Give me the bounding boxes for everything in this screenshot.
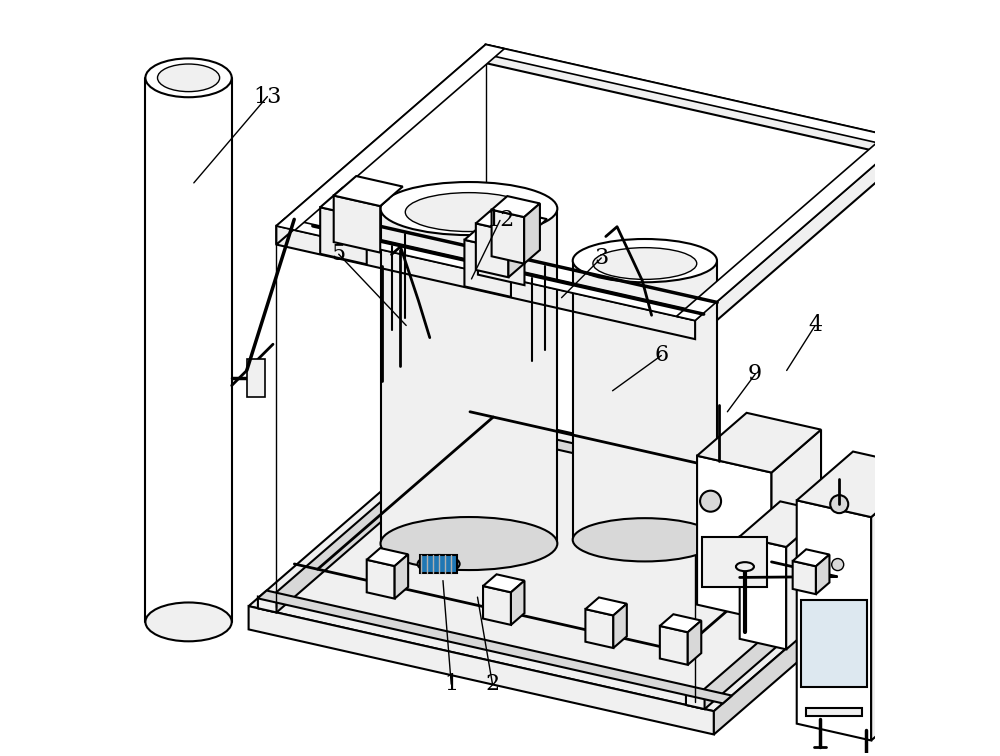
Ellipse shape [593,248,697,280]
Ellipse shape [405,193,533,231]
Polygon shape [613,604,627,648]
Bar [702,537,767,587]
Polygon shape [871,469,927,740]
Polygon shape [793,550,829,566]
Ellipse shape [573,518,717,562]
Polygon shape [573,261,717,540]
Polygon shape [660,626,688,665]
Polygon shape [483,586,511,625]
Ellipse shape [736,562,754,572]
Ellipse shape [157,64,220,91]
Polygon shape [334,196,380,253]
Polygon shape [367,548,408,566]
Polygon shape [793,561,816,594]
Text: 9: 9 [748,363,762,386]
Polygon shape [334,176,403,206]
Ellipse shape [381,517,557,570]
Polygon shape [258,590,732,703]
Polygon shape [660,614,701,632]
Polygon shape [524,203,540,264]
Polygon shape [697,456,772,621]
Text: 4: 4 [808,314,822,336]
Polygon shape [381,209,557,544]
Polygon shape [367,559,395,599]
Polygon shape [276,45,504,230]
Polygon shape [249,606,714,735]
Polygon shape [686,693,705,709]
Polygon shape [695,139,904,339]
Text: 1: 1 [444,673,458,696]
Polygon shape [464,240,511,297]
Polygon shape [276,218,704,321]
Ellipse shape [418,555,460,573]
Polygon shape [276,45,486,245]
Text: 3: 3 [594,247,608,269]
Text: 12: 12 [486,209,514,231]
Polygon shape [786,512,827,649]
Polygon shape [478,228,524,285]
Polygon shape [688,621,701,665]
Polygon shape [486,45,904,158]
Polygon shape [740,537,786,649]
Polygon shape [464,220,533,250]
Polygon shape [320,207,367,265]
Polygon shape [714,516,939,735]
Bar [247,359,265,397]
Bar [806,708,862,717]
Text: 5: 5 [332,243,346,265]
Polygon shape [483,575,524,593]
Polygon shape [320,187,389,218]
Polygon shape [492,196,540,217]
Polygon shape [476,224,508,277]
Polygon shape [585,609,613,648]
Ellipse shape [832,559,844,571]
Ellipse shape [381,182,557,235]
Polygon shape [816,555,829,594]
Polygon shape [492,209,524,264]
Polygon shape [477,45,904,147]
Polygon shape [585,597,627,615]
Polygon shape [677,135,904,321]
Polygon shape [249,411,939,711]
Text: 13: 13 [253,85,282,107]
Polygon shape [258,413,502,612]
Polygon shape [476,209,524,231]
Ellipse shape [700,491,721,512]
Polygon shape [395,554,408,599]
Polygon shape [686,510,930,709]
Bar [801,600,867,687]
Text: 6: 6 [654,345,668,367]
Polygon shape [797,451,927,517]
Polygon shape [276,226,695,339]
Ellipse shape [503,593,524,606]
Ellipse shape [145,603,232,641]
Polygon shape [508,217,524,277]
Ellipse shape [830,495,848,513]
Ellipse shape [145,58,232,98]
Polygon shape [772,429,821,621]
Polygon shape [145,78,232,622]
Ellipse shape [573,239,717,282]
Text: 2: 2 [485,673,500,696]
Polygon shape [456,419,930,531]
Polygon shape [740,501,827,547]
Polygon shape [697,413,821,472]
Bar [420,555,457,573]
Polygon shape [797,500,871,740]
Polygon shape [511,581,524,625]
Polygon shape [478,209,547,239]
Polygon shape [258,596,277,612]
